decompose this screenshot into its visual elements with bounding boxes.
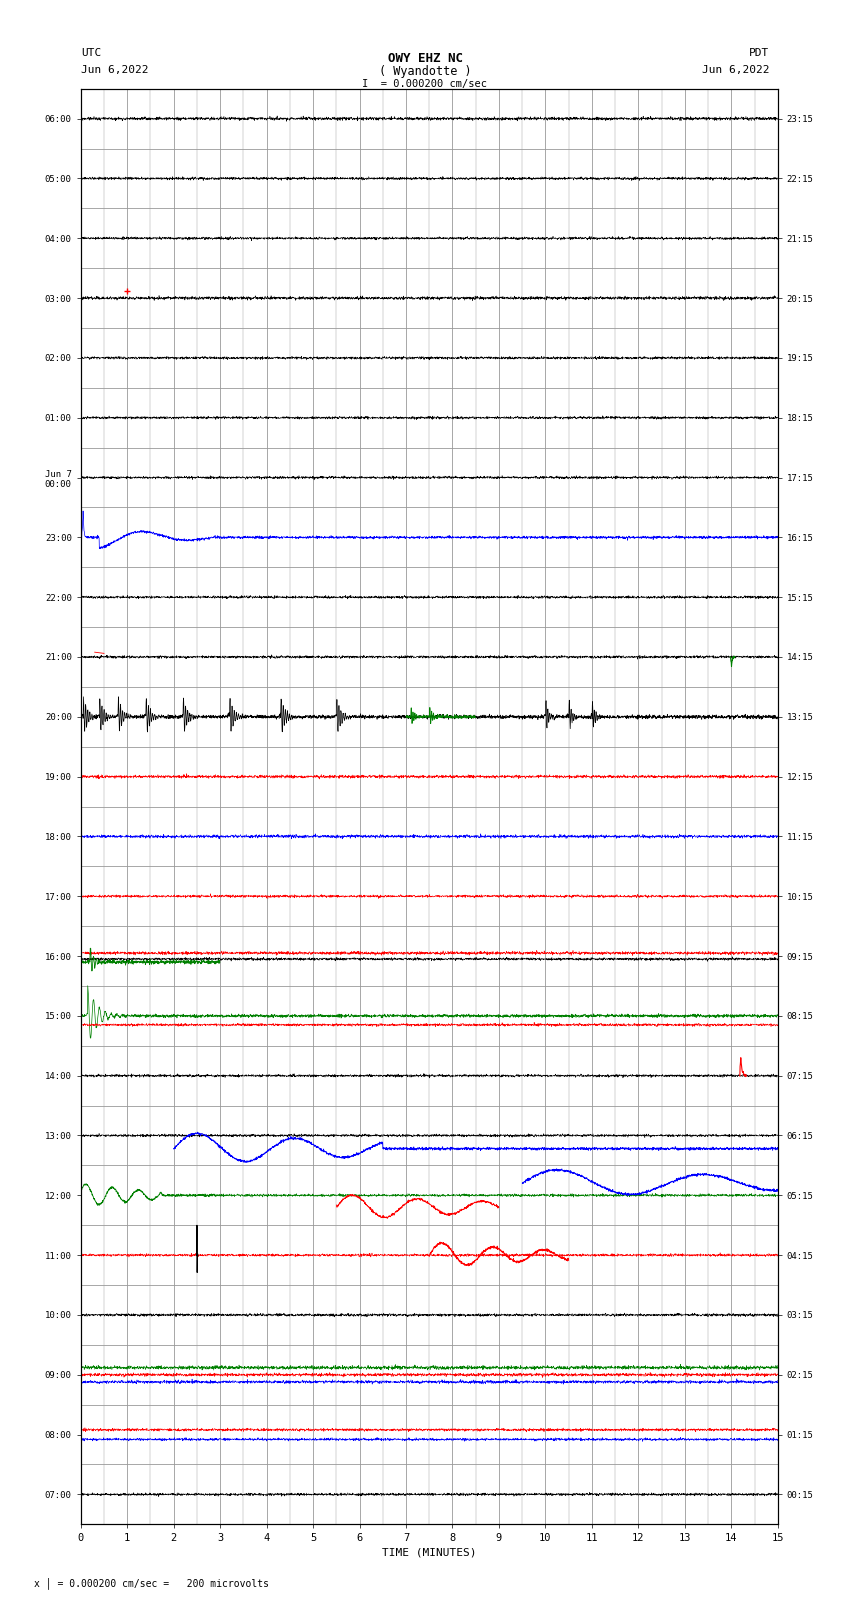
- Text: Jun 6,2022: Jun 6,2022: [702, 65, 769, 74]
- Text: I  = 0.000200 cm/sec: I = 0.000200 cm/sec: [362, 79, 488, 89]
- Text: PDT: PDT: [749, 48, 769, 58]
- Text: OWY EHZ NC: OWY EHZ NC: [388, 52, 462, 65]
- Text: UTC: UTC: [81, 48, 101, 58]
- X-axis label: TIME (MINUTES): TIME (MINUTES): [382, 1547, 477, 1558]
- Text: ( Wyandotte ): ( Wyandotte ): [379, 65, 471, 77]
- Text: Jun 6,2022: Jun 6,2022: [81, 65, 148, 74]
- Text: x │ = 0.000200 cm/sec =   200 microvolts: x │ = 0.000200 cm/sec = 200 microvolts: [34, 1578, 269, 1589]
